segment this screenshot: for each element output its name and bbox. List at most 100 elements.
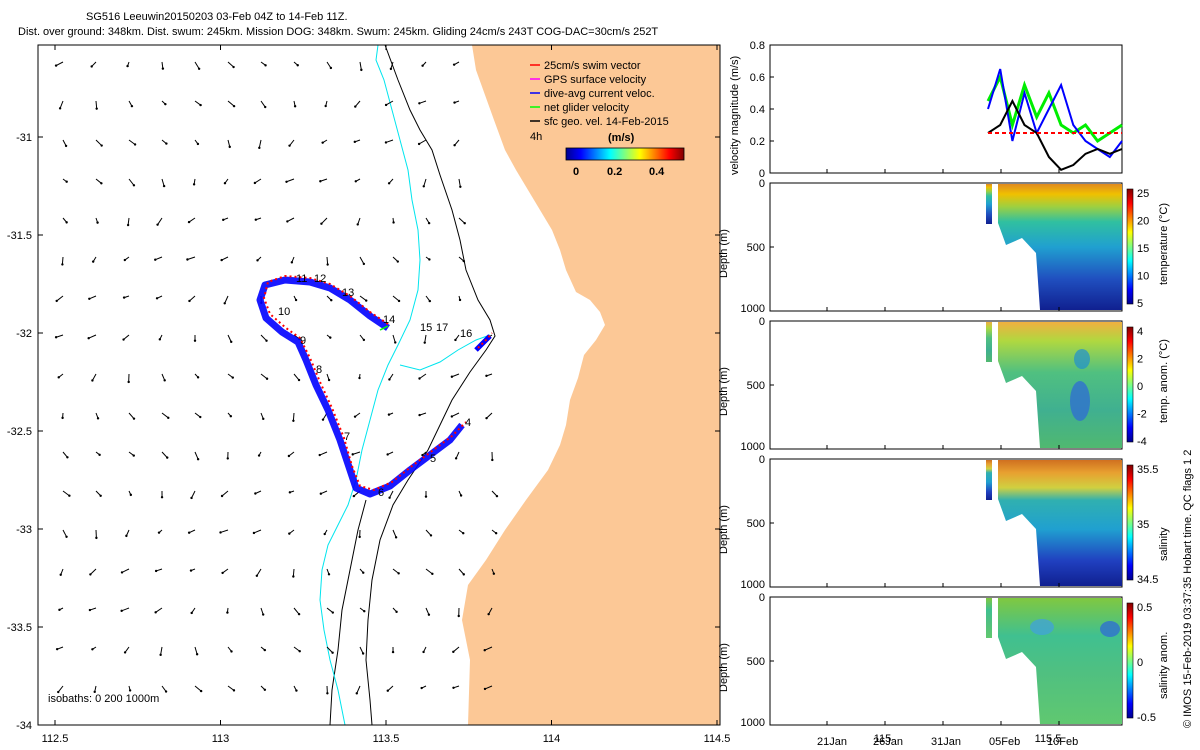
time-axis: 21Jan 26Jan 31Jan 05Feb 10Feb [817, 736, 1078, 748]
vector-head [450, 415, 454, 418]
colorbar-label: temp. anom. (°C) [1158, 339, 1170, 423]
vector-head [397, 572, 400, 575]
vector-arrow [227, 100, 235, 107]
vector-head [318, 453, 321, 457]
vector-arrow [359, 256, 365, 265]
section-cast [986, 598, 992, 638]
title-line-2: Dist. over ground: 348km. Dist. swum: 24… [18, 26, 658, 38]
vector-head [288, 144, 291, 147]
vector-head [296, 64, 299, 67]
lat-tick-label: -32.5 [7, 426, 32, 438]
vector-head [220, 494, 224, 498]
vector-head [229, 414, 233, 418]
colorbar-tick-label: -2 [1137, 409, 1147, 421]
vector-arrow [128, 139, 136, 145]
vector-head [226, 611, 229, 614]
vector-head [462, 573, 465, 576]
vector-head [354, 180, 357, 183]
vector-head [197, 67, 201, 70]
section-colorbar [1126, 326, 1134, 443]
vector-arrow [221, 490, 229, 497]
vector-head [331, 651, 334, 654]
lat-tick-label: -32 [16, 328, 32, 340]
vector-arrow [423, 178, 427, 187]
vector-head [483, 687, 487, 691]
vector-head [386, 453, 389, 456]
day-labels: 4 5 6 7 8 9 10 11 12 13 14 15 16 17 [278, 273, 472, 499]
vector-head [232, 104, 236, 108]
vector-arrow [161, 412, 169, 419]
day-label: 12 [314, 273, 326, 285]
vector-arrow [359, 295, 367, 301]
vector-head [265, 339, 268, 342]
vector-head [454, 457, 458, 460]
vector-head [91, 379, 94, 382]
vector-head [193, 339, 197, 342]
colorbar-tick-label: 0.5 [1137, 602, 1152, 614]
vector-head [88, 297, 91, 301]
vector-head [66, 456, 69, 459]
vector-head [222, 218, 225, 222]
vector-head [127, 380, 130, 384]
vector-head [187, 531, 191, 534]
title-line-1: SG516 Leeuwin20150203 03-Feb 04Z to 14-F… [86, 11, 348, 23]
vector-arrow [289, 139, 295, 146]
vector-arrow [59, 100, 64, 109]
vector-arrow [359, 61, 362, 70]
vector-head [263, 688, 267, 691]
vector-head [263, 648, 267, 652]
day-label: 15 [420, 322, 432, 334]
vector-head [64, 144, 68, 148]
vector-head [125, 534, 128, 538]
vector-head [120, 571, 124, 574]
depth-tick-label: 1000 [741, 303, 765, 315]
vector-head [231, 376, 234, 379]
vector-head [388, 378, 391, 381]
vector-head [384, 141, 388, 144]
vector-head [154, 258, 157, 261]
time-tick: 26Jan [873, 736, 903, 748]
vector-arrow [392, 295, 400, 302]
vector-head [462, 259, 466, 263]
vector-head [428, 299, 432, 303]
vector-arrow [260, 373, 268, 380]
colorbar-tick: 0 [573, 166, 579, 178]
legend-age-label: 4h [530, 131, 542, 143]
vector-head [192, 183, 196, 186]
vector-head [133, 143, 137, 146]
vector-head [158, 338, 162, 341]
vector-arrow [352, 451, 361, 455]
vector-head [485, 374, 488, 378]
vector-head [458, 298, 462, 302]
vector-head [298, 650, 301, 653]
vector-arrow [90, 568, 97, 575]
vector-head [91, 648, 94, 651]
legend-item: net glider velocity [544, 102, 629, 114]
vector-head [417, 142, 421, 146]
lon-tick-label: 114.5 [704, 733, 731, 745]
vector-arrow [161, 178, 165, 187]
vector-arrow [392, 529, 397, 538]
vector-arrow [227, 61, 234, 68]
vector-arrow [425, 529, 432, 536]
vector-head [422, 650, 425, 654]
vector-head [362, 571, 365, 574]
vector-head [196, 458, 200, 461]
vector-arrow [292, 568, 295, 577]
vector-arrow [418, 139, 427, 145]
vector-head [132, 454, 135, 457]
lon-tick-label: 112.5 [42, 733, 69, 745]
vector-head [230, 650, 233, 653]
vector-head [321, 418, 325, 421]
day-label: 13 [342, 287, 354, 299]
section-colorbar [1126, 464, 1134, 581]
anomaly-blob [1100, 621, 1120, 637]
depth-tick-label: 0 [759, 316, 765, 328]
velocity-series-line [987, 98, 1123, 171]
vector-head [155, 297, 159, 300]
vector-arrow [187, 256, 196, 260]
colorbar-label: salinity anom. [1158, 632, 1170, 699]
vector-head [463, 221, 466, 225]
colorbar-title: (m/s) [608, 132, 635, 144]
day-label: 17 [436, 322, 448, 334]
